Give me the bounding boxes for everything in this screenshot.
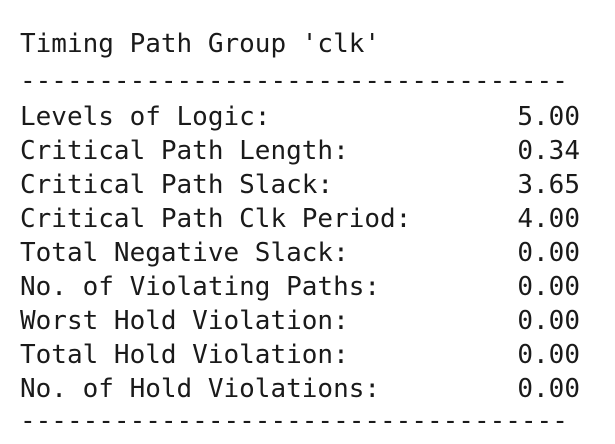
row-label: Critical Path Clk Period:	[20, 204, 412, 234]
row-value: 0.00	[517, 374, 580, 404]
row-value: 5.00	[517, 102, 580, 132]
separator-top: -----------------------------------	[20, 66, 568, 96]
row-total-negative-slack: Total Negative Slack: 0.00	[20, 236, 580, 270]
row-value: 0.00	[517, 340, 580, 370]
row-value: 0.34	[517, 136, 580, 166]
row-total-hold-violation: Total Hold Violation: 0.00	[20, 338, 580, 372]
row-value: 0.00	[517, 238, 580, 268]
row-value: 0.00	[517, 306, 580, 336]
row-label: No. of Violating Paths:	[20, 272, 381, 302]
row-value: 0.00	[517, 272, 580, 302]
row-hold-violations-count: No. of Hold Violations: 0.00	[20, 372, 580, 406]
separator-bottom: -----------------------------------	[20, 406, 568, 436]
row-critical-path-clk-period: Critical Path Clk Period: 4.00	[20, 202, 580, 236]
row-label: Worst Hold Violation:	[20, 306, 349, 336]
row-value: 4.00	[517, 204, 580, 234]
row-label: No. of Hold Violations:	[20, 374, 381, 404]
row-label: Critical Path Length:	[20, 136, 349, 166]
row-label: Total Negative Slack:	[20, 238, 349, 268]
row-critical-path-slack: Critical Path Slack: 3.65	[20, 168, 580, 202]
timing-report: Timing Path Group 'clk' ----------------…	[20, 22, 580, 440]
row-value: 3.65	[517, 170, 580, 200]
row-label: Critical Path Slack:	[20, 170, 334, 200]
row-label: Total Hold Violation:	[20, 340, 349, 370]
row-levels-of-logic: Levels of Logic: 5.00	[20, 100, 580, 134]
row-critical-path-length: Critical Path Length: 0.34	[20, 134, 580, 168]
row-violating-paths: No. of Violating Paths: 0.00	[20, 270, 580, 304]
row-worst-hold-violation: Worst Hold Violation: 0.00	[20, 304, 580, 338]
row-label: Levels of Logic:	[20, 102, 271, 132]
report-title: Timing Path Group 'clk'	[20, 29, 381, 59]
